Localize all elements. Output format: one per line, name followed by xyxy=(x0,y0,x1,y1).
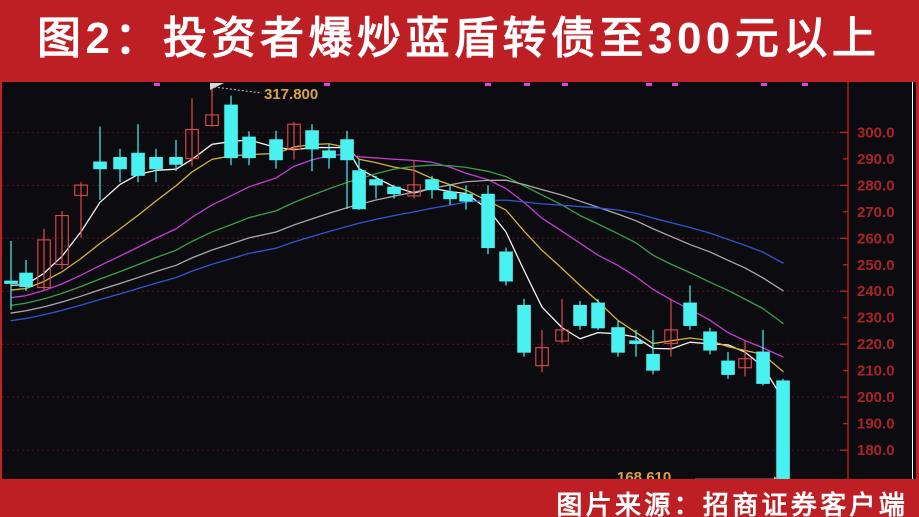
svg-text:200.0: 200.0 xyxy=(857,389,895,406)
svg-text:270.0: 270.0 xyxy=(857,204,895,221)
svg-text:220.0: 220.0 xyxy=(857,336,895,353)
svg-text:168.610: 168.610 xyxy=(617,469,671,481)
svg-text:210.0: 210.0 xyxy=(857,363,895,380)
svg-text:230.0: 230.0 xyxy=(857,310,895,327)
svg-text:250.0: 250.0 xyxy=(857,257,895,274)
svg-text:240.0: 240.0 xyxy=(857,283,895,300)
svg-text:190.0: 190.0 xyxy=(857,416,895,433)
svg-text:317.800: 317.800 xyxy=(264,86,318,103)
svg-text:300.0: 300.0 xyxy=(857,124,895,141)
svg-text:280.0: 280.0 xyxy=(857,177,895,194)
svg-text:290.0: 290.0 xyxy=(857,151,895,168)
svg-text:260.0: 260.0 xyxy=(857,230,895,247)
svg-text:180.0: 180.0 xyxy=(857,442,895,459)
